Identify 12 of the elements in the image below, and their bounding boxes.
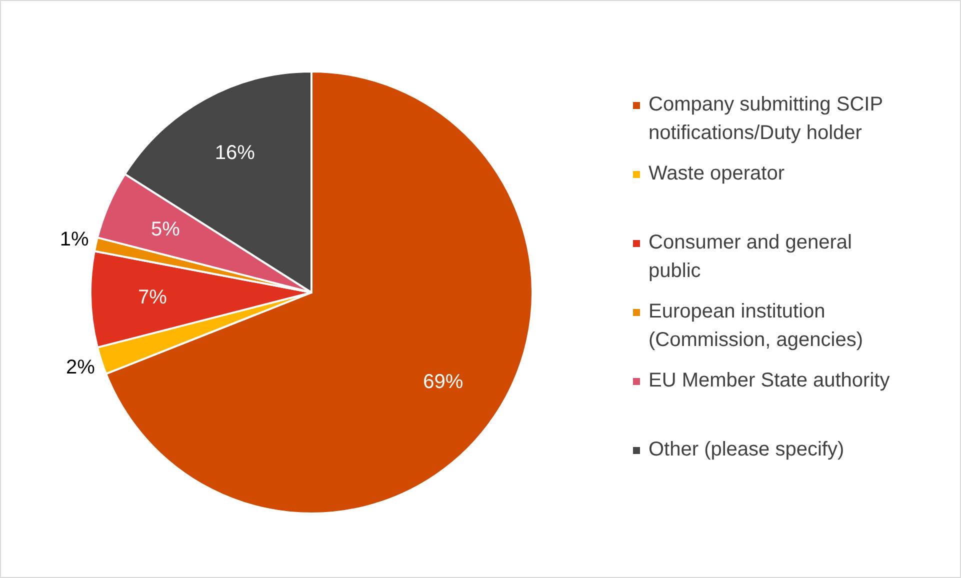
data-label: 7%	[138, 286, 168, 308]
data-label: 16%	[214, 142, 256, 164]
data-label: 69%	[423, 370, 464, 393]
data-label: 5%	[151, 218, 180, 240]
legend-label: European institution (Commission, agencies)	[648, 300, 864, 352]
legend-label: Other (please specify)	[648, 438, 844, 460]
data-label: 1%	[60, 228, 90, 250]
data-label: 2%	[66, 356, 96, 379]
legend-label: EU Member State authority	[648, 370, 890, 392]
legend-label: Consumer and general public	[648, 232, 852, 282]
legend-label: Waste operator	[648, 162, 785, 184]
legend-label: Company submitting SCIP notifications/Duty holder	[648, 94, 884, 144]
